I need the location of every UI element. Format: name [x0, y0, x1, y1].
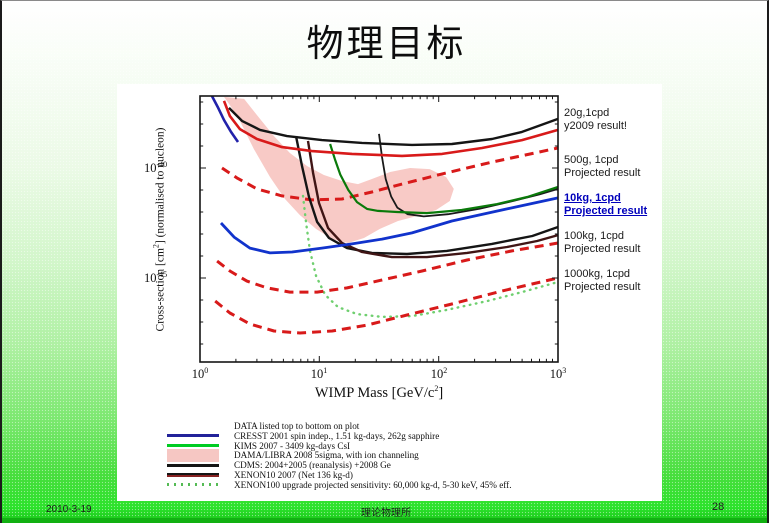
- annotation-line: 20g,1cpd: [564, 107, 610, 119]
- x-tick-label: 100: [191, 366, 209, 382]
- legend-row: XENON10 2007 (Net 136 kg-d): [162, 470, 660, 480]
- legend-label: DAMA/LIBRA 2008 5sigma, with ion channel…: [234, 450, 419, 461]
- plot-legend: DATA listed top to bottom on plot CRESST …: [162, 421, 660, 490]
- legend-swatch: [162, 463, 234, 467]
- footer-organization: 理论物理所: [361, 508, 411, 519]
- legend-label: XENON10 2007 (Net 136 kg-d): [234, 469, 353, 480]
- legend-swatch: [162, 483, 234, 486]
- legend-row: CDMS: 2004+2005 (reanalysis) +2008 Ge: [162, 460, 660, 470]
- annotation-line: y2009 result!: [564, 120, 627, 132]
- y-tick-label: 10-40: [144, 160, 168, 176]
- curve-projected_1000kg_red_dashed: [214, 276, 559, 335]
- legend-row: DATA listed top to bottom on plot: [162, 421, 660, 431]
- curve-kims_2007_green: [329, 143, 559, 215]
- legend-swatch: [162, 434, 234, 438]
- annotation-line: Projected result: [564, 243, 641, 255]
- legend-row: CRESST 2001 spin indep., 1.51 kg-days, 2…: [162, 431, 660, 441]
- legend-swatch: [162, 443, 234, 447]
- curve-result_20g_black: [228, 107, 559, 147]
- y-axis-title: Cross-section [cm2] (normalised to nucle…: [151, 127, 167, 332]
- annotation-line: 1000kg, 1cpd: [564, 268, 631, 280]
- legend-label: XENON100 upgrade projected sensitivity: …: [234, 479, 512, 490]
- annotation-line: Projected result: [564, 167, 641, 179]
- slide-title: 物理目标: [306, 24, 467, 65]
- curve-xenon10_2007_dark: [306, 140, 559, 259]
- curves-group: [210, 95, 559, 335]
- legend-row: XENON100 upgrade projected sensitivity: …: [162, 480, 660, 490]
- legend-label: CRESST 2001 spin indep., 1.51 kg-days, 2…: [234, 430, 440, 441]
- slide-bottom-edge: [2, 518, 767, 523]
- annotation-500g: 500g, 1cpd Projected result: [564, 154, 664, 180]
- annotation-line: 100kg, 1cpd: [564, 230, 624, 242]
- figure-panel: [117, 84, 662, 501]
- x-tick-label: 103: [549, 366, 567, 382]
- legend-row: KIMS 2007 - 3409 kg-days CsI: [162, 441, 660, 451]
- curve-projected_500g_red_dashed: [221, 146, 559, 202]
- legend-swatch: [162, 472, 234, 477]
- legend-label: KIMS 2007 - 3409 kg-days CsI: [234, 440, 351, 451]
- legend-label: CDMS: 2004+2005 (reanalysis) +2008 Ge: [234, 460, 391, 471]
- annotation-line: Projected result: [564, 205, 648, 217]
- x-tick-label: 101: [310, 366, 328, 382]
- annotation-20g: 20g,1cpd y2009 result!: [564, 107, 664, 133]
- legend-row: DAMA/LIBRA 2008 5sigma, with ion channel…: [162, 448, 660, 462]
- annotation-line: 10kg, 1cpd: [564, 192, 621, 204]
- annotation-10kg: 10kg, 1cpd Projected result: [564, 192, 664, 218]
- annotation-line: 500g, 1cpd: [564, 154, 619, 166]
- x-axis-title: WIMP Mass [GeV/c2]: [314, 384, 444, 401]
- footer-date: 2010-3-19: [46, 504, 92, 515]
- axes-group: [199, 95, 559, 363]
- annotation-100kg: 100kg, 1cpd Projected result: [564, 230, 664, 256]
- curve-projected_100kg_red_dashed: [216, 241, 559, 294]
- legend-label: DATA listed top to bottom on plot: [234, 420, 360, 431]
- curve-result_20g_red_y2009: [222, 100, 559, 158]
- annotation-line: Projected result: [564, 281, 641, 293]
- x-tick-label: 102: [430, 366, 448, 382]
- curve-projected_10kg_blue: [219, 196, 559, 255]
- annotation-1000kg: 1000kg, 1cpd Projected result: [564, 268, 664, 294]
- footer-page-number: 28: [712, 501, 725, 513]
- curve-cresst_2001_blue: [210, 95, 240, 143]
- y-tick-label: 10-45: [144, 270, 168, 286]
- legend-swatch: [162, 448, 234, 462]
